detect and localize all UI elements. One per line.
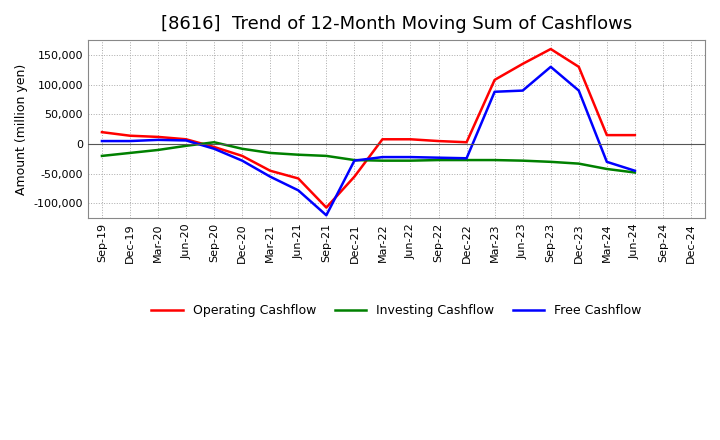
Operating Cashflow	[378, 137, 387, 142]
Operating Cashflow	[153, 134, 162, 139]
Investing Cashflow	[603, 166, 611, 172]
Operating Cashflow	[462, 139, 471, 145]
Line: Free Cashflow: Free Cashflow	[102, 67, 635, 215]
Operating Cashflow	[322, 205, 330, 210]
Legend: Operating Cashflow, Investing Cashflow, Free Cashflow: Operating Cashflow, Investing Cashflow, …	[146, 299, 647, 323]
Free Cashflow	[518, 88, 527, 93]
Investing Cashflow	[294, 152, 302, 158]
Operating Cashflow	[181, 137, 190, 142]
Investing Cashflow	[406, 158, 415, 163]
Free Cashflow	[378, 154, 387, 160]
Operating Cashflow	[406, 137, 415, 142]
Line: Investing Cashflow: Investing Cashflow	[102, 142, 635, 172]
Free Cashflow	[546, 64, 555, 70]
Operating Cashflow	[238, 153, 246, 158]
Investing Cashflow	[238, 146, 246, 151]
Y-axis label: Amount (million yen): Amount (million yen)	[15, 63, 28, 195]
Operating Cashflow	[126, 133, 135, 138]
Investing Cashflow	[631, 170, 639, 175]
Free Cashflow	[181, 138, 190, 143]
Free Cashflow	[238, 158, 246, 163]
Operating Cashflow	[603, 132, 611, 138]
Free Cashflow	[350, 158, 359, 163]
Investing Cashflow	[546, 159, 555, 165]
Investing Cashflow	[518, 158, 527, 163]
Free Cashflow	[266, 174, 274, 180]
Free Cashflow	[462, 156, 471, 161]
Free Cashflow	[490, 89, 499, 95]
Free Cashflow	[98, 139, 107, 144]
Operating Cashflow	[518, 61, 527, 66]
Investing Cashflow	[322, 153, 330, 158]
Operating Cashflow	[266, 168, 274, 173]
Investing Cashflow	[575, 161, 583, 166]
Investing Cashflow	[490, 158, 499, 163]
Investing Cashflow	[378, 158, 387, 163]
Investing Cashflow	[462, 158, 471, 163]
Investing Cashflow	[153, 147, 162, 153]
Line: Operating Cashflow: Operating Cashflow	[102, 49, 635, 208]
Free Cashflow	[603, 159, 611, 165]
Operating Cashflow	[350, 174, 359, 180]
Investing Cashflow	[434, 158, 443, 163]
Free Cashflow	[126, 139, 135, 144]
Operating Cashflow	[210, 144, 218, 150]
Operating Cashflow	[490, 77, 499, 83]
Operating Cashflow	[631, 132, 639, 138]
Free Cashflow	[406, 154, 415, 160]
Investing Cashflow	[98, 153, 107, 158]
Operating Cashflow	[575, 64, 583, 70]
Free Cashflow	[631, 168, 639, 173]
Investing Cashflow	[350, 158, 359, 163]
Operating Cashflow	[546, 46, 555, 51]
Operating Cashflow	[98, 129, 107, 135]
Operating Cashflow	[294, 176, 302, 181]
Free Cashflow	[210, 146, 218, 151]
Free Cashflow	[322, 213, 330, 218]
Operating Cashflow	[434, 139, 443, 144]
Investing Cashflow	[266, 150, 274, 156]
Investing Cashflow	[181, 143, 190, 148]
Title: [8616]  Trend of 12-Month Moving Sum of Cashflows: [8616] Trend of 12-Month Moving Sum of C…	[161, 15, 632, 33]
Free Cashflow	[153, 137, 162, 143]
Free Cashflow	[434, 155, 443, 160]
Investing Cashflow	[126, 150, 135, 156]
Free Cashflow	[575, 88, 583, 93]
Investing Cashflow	[210, 139, 218, 145]
Free Cashflow	[294, 188, 302, 193]
